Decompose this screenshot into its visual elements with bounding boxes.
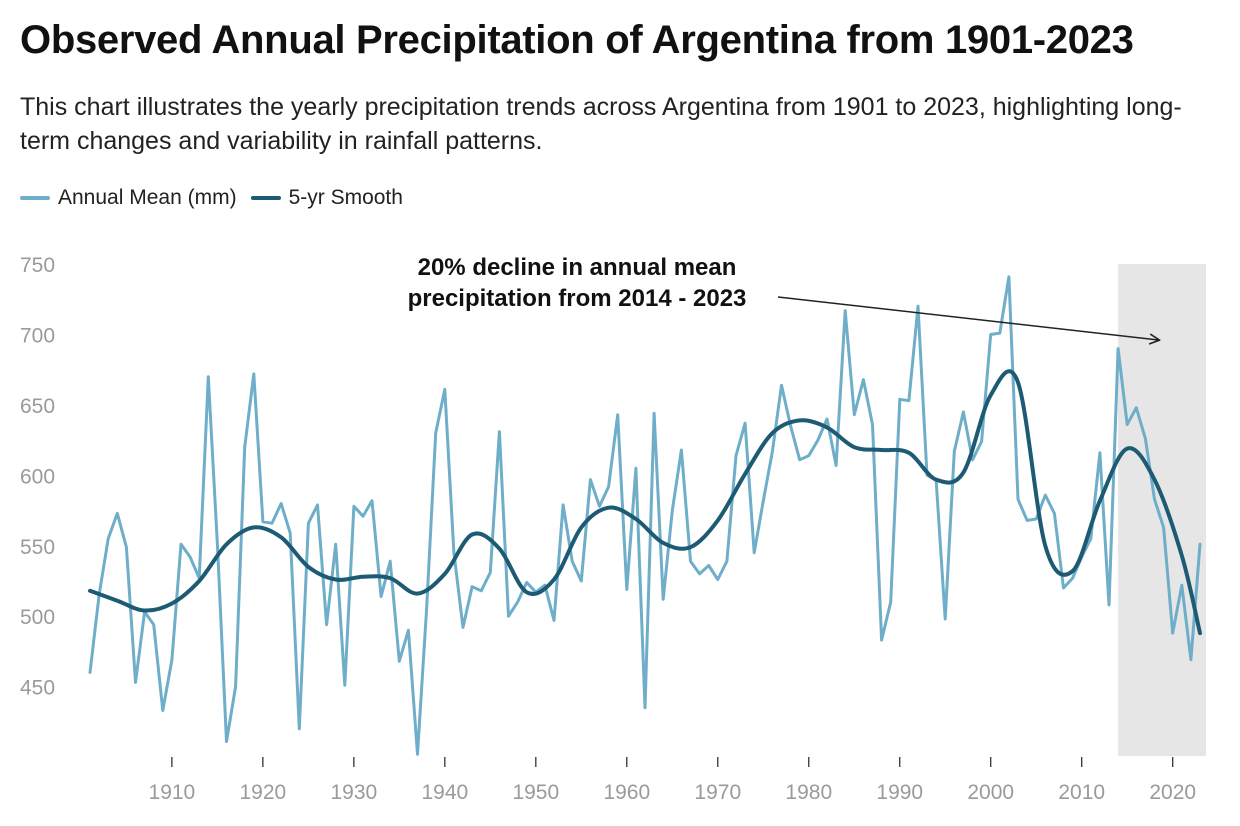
series-line-annual-mean [88, 275, 1202, 756]
x-tick-label: 1990 [876, 781, 923, 804]
legend-item-annual-mean: Annual Mean (mm) [20, 186, 237, 210]
y-tick-label: 700 [20, 325, 55, 348]
x-tick-label: 2000 [967, 781, 1014, 804]
y-tick-label: 600 [20, 465, 55, 488]
x-tick-label: 2010 [1058, 781, 1105, 804]
x-tick-label: 1980 [785, 781, 832, 804]
x-tick-label: 1920 [240, 781, 287, 804]
legend-swatch-annual-mean [20, 196, 50, 200]
x-tick-label: 1910 [149, 781, 196, 804]
chart-title: Observed Annual Precipitation of Argenti… [20, 18, 1134, 62]
chart-subtitle: This chart illustrates the yearly precip… [20, 93, 1182, 155]
legend: Annual Mean (mm) 5-yr Smooth [20, 184, 417, 212]
y-tick-label: 650 [20, 395, 55, 418]
x-tick-label: 2020 [1149, 781, 1196, 804]
x-tick-label: 1970 [694, 781, 741, 804]
annotation-text-line-1: 20% decline in annual mean [418, 254, 737, 281]
x-tick-label: 1930 [330, 781, 377, 804]
x-tick-label: 1950 [512, 781, 559, 804]
y-tick-label: 500 [20, 606, 55, 629]
series-line-5yr-smooth [88, 369, 1202, 636]
legend-label-annual-mean: Annual Mean (mm) [58, 186, 237, 209]
x-tick-label: 1960 [603, 781, 650, 804]
highlight-band-2014-2023 [1118, 264, 1206, 756]
x-axis: 1910 1920 1930 1940 1950 1960 1970 1980 1990 2000… [149, 757, 1196, 804]
series-layer [88, 275, 1202, 756]
y-axis: 450 500 550 600 650 700 750 [20, 254, 55, 699]
y-tick-label: 750 [20, 254, 55, 277]
legend-label-smooth: 5-yr Smooth [288, 186, 403, 209]
y-tick-label: 450 [20, 677, 55, 700]
legend-swatch-smooth [250, 196, 281, 200]
y-tick-label: 550 [20, 536, 55, 559]
legend-item-smooth: 5-yr Smooth [250, 186, 403, 210]
annotation-text-line-2: precipitation from 2014 - 2023 [408, 285, 747, 312]
annotation-arrow [777, 296, 1160, 340]
annotation: 20% decline in annual mean precipitation … [408, 254, 1160, 340]
x-tick-label: 1940 [421, 781, 468, 804]
